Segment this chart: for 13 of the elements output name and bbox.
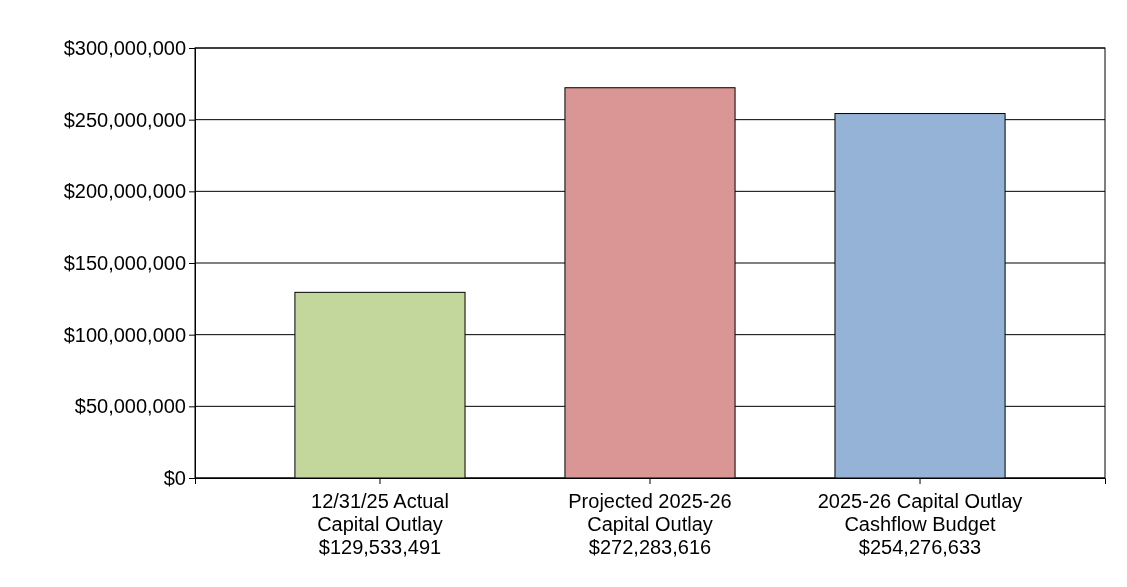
data-label: $129,533,491 [318, 536, 442, 558]
data-label: $272,283,616 [588, 536, 712, 558]
x-tick-label: Projected 2025-26 Capital Outlay [568, 490, 732, 535]
data-label: $254,276,633 [858, 536, 982, 558]
y-tick-label: $300,000,000 [63, 36, 186, 59]
y-tick-label: $0 [163, 466, 186, 489]
x-tick-label: 12/31/25 Actual Capital Outlay [311, 490, 449, 535]
x-tick-label: 2025-26 Capital Outlay Cashflow Budget [817, 490, 1023, 535]
y-tick-label: $200,000,000 [63, 180, 186, 203]
y-tick-label: $150,000,000 [63, 251, 186, 274]
y-tick-label: $250,000,000 [63, 108, 186, 131]
y-tick-label: $50,000,000 [74, 395, 186, 418]
y-tick-label: $100,000,000 [63, 323, 186, 346]
